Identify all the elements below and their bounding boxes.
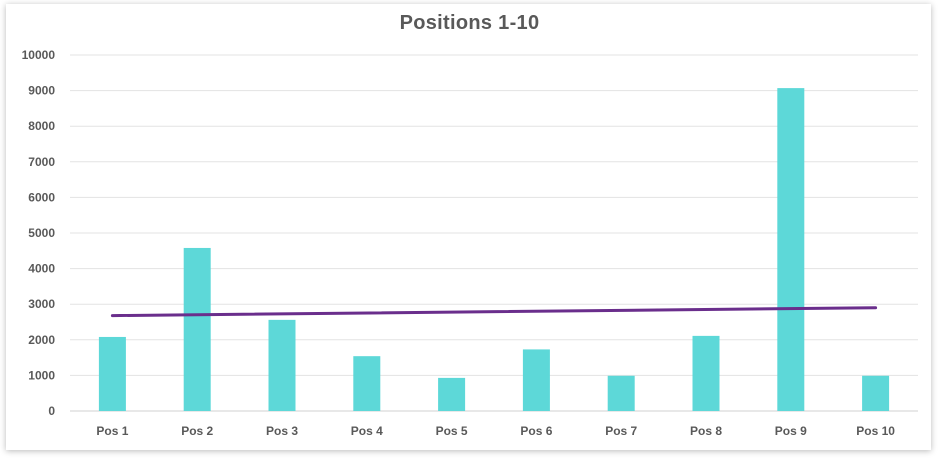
y-tick-label: 1000 bbox=[28, 368, 55, 382]
y-tick-label: 0 bbox=[48, 404, 55, 418]
bar bbox=[268, 319, 296, 411]
x-tick-label: Pos 9 bbox=[775, 424, 807, 438]
trendline bbox=[110, 306, 878, 318]
bar bbox=[607, 375, 635, 411]
y-tick-label: 6000 bbox=[28, 190, 55, 204]
chart-title: Positions 1-10 bbox=[399, 12, 540, 34]
bar bbox=[862, 375, 890, 411]
bar bbox=[183, 247, 211, 411]
x-tick-label: Pos 4 bbox=[351, 424, 383, 438]
x-tick-label: Pos 10 bbox=[856, 424, 895, 438]
bars bbox=[98, 88, 890, 411]
bar bbox=[692, 335, 720, 411]
x-tick-label: Pos 8 bbox=[690, 424, 722, 438]
x-tick-label: Pos 3 bbox=[266, 424, 298, 438]
y-axis-ticks: 0 1000 2000 3000 4000 5000 6000 7000 8000 9000 100… bbox=[22, 48, 56, 418]
x-tick-label: Pos 1 bbox=[96, 424, 128, 438]
y-tick-label: 8000 bbox=[28, 119, 55, 133]
y-tick-label: 4000 bbox=[28, 262, 55, 276]
bar bbox=[777, 88, 805, 411]
y-tick-label: 9000 bbox=[28, 84, 55, 98]
bar bbox=[98, 336, 126, 411]
trendline-line bbox=[110, 306, 878, 318]
y-tick-label: 10000 bbox=[22, 48, 56, 62]
x-tick-label: Pos 7 bbox=[605, 424, 637, 438]
x-tick-label: Pos 2 bbox=[181, 424, 213, 438]
y-tick-label: 3000 bbox=[28, 297, 55, 311]
y-tick-label: 2000 bbox=[28, 333, 55, 347]
y-tick-label: 7000 bbox=[28, 155, 55, 169]
x-tick-label: Pos 6 bbox=[520, 424, 552, 438]
bar bbox=[522, 349, 550, 411]
bar bbox=[353, 356, 381, 411]
x-axis-ticks: Pos 1 Pos 2 Pos 3 Pos 4 Pos 5 Pos 6 Pos 7 Pos 8… bbox=[96, 424, 895, 438]
x-tick-label: Pos 5 bbox=[436, 424, 468, 438]
bar bbox=[438, 377, 466, 411]
gridlines bbox=[70, 54, 918, 412]
y-tick-label: 5000 bbox=[28, 226, 55, 240]
